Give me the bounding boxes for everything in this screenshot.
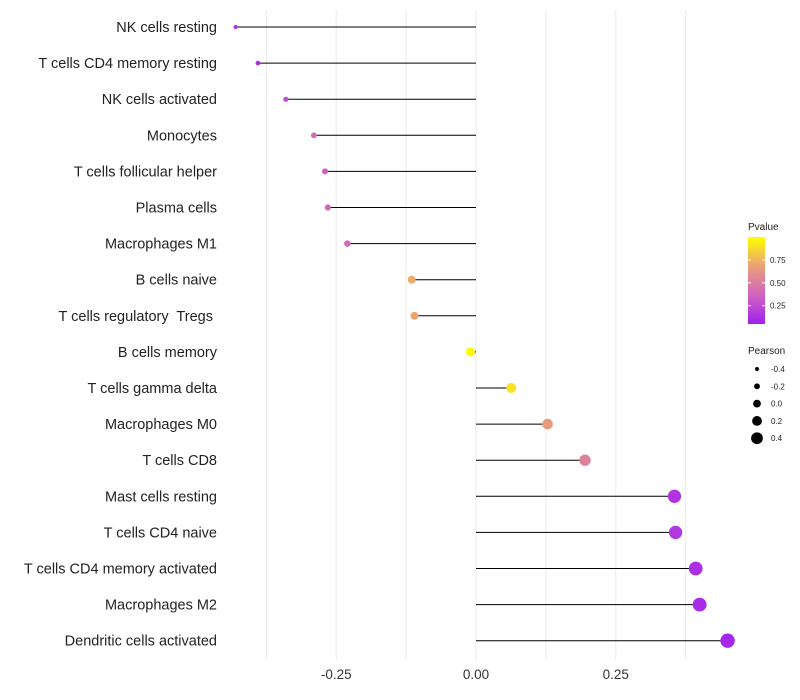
category-label: B cells naive (136, 273, 217, 289)
lollipop-point (692, 597, 707, 612)
lollipop-point (310, 132, 317, 139)
x-tick-label: 0.25 (603, 667, 629, 682)
pearson-legend-label: -0.2 (771, 382, 785, 391)
pearson-legend-key (752, 416, 762, 426)
pearson-legend-items: -0.4 -0.2 0.0 0.2 0.4 (751, 365, 785, 445)
pearson-legend-key (754, 383, 760, 390)
pearson-legend-label: 0.4 (771, 434, 783, 443)
category-label: Plasma cells (136, 201, 217, 217)
x-tick-label: -0.25 (321, 667, 352, 682)
pearson-legend-key (751, 432, 763, 445)
category-label: T cells CD4 memory activated (24, 562, 217, 578)
lollipop-point (283, 96, 289, 102)
pvalue-tick-label: 0.50 (770, 279, 786, 288)
lollipop-point (579, 454, 591, 466)
stem-layer (235, 26, 728, 642)
pearson-legend-label: 0.2 (771, 417, 783, 426)
category-label: Macrophages M0 (105, 417, 217, 433)
category-labels: NK cells resting T cells CD4 memory resti… (24, 20, 218, 650)
pvalue-legend: Pvalue 0.25 0.50 0.75 (748, 222, 786, 324)
category-label: Dendritic cells activated (65, 634, 217, 650)
category-label: T cells CD4 memory resting (38, 56, 217, 72)
category-label: B cells memory (118, 345, 218, 361)
pearson-legend-label: -0.4 (771, 365, 785, 374)
lollipop-point (688, 561, 703, 576)
pvalue-legend-title: Pvalue (748, 222, 779, 233)
grid-layer (265, 10, 687, 660)
lollipop-point (542, 418, 553, 430)
category-label: Macrophages M1 (105, 237, 217, 253)
category-label: NK cells activated (102, 92, 217, 108)
lollipop-point (410, 311, 419, 320)
category-label: T cells gamma delta (88, 381, 218, 397)
pearson-legend-label: 0.0 (771, 400, 783, 409)
lollipop-point (668, 525, 683, 540)
pearson-legend-title: Pearson (748, 346, 785, 357)
lollipop-point (667, 489, 682, 503)
category-label: T cells CD8 (142, 453, 217, 469)
x-tick-label: 0.00 (463, 667, 489, 682)
lollipop-point (506, 383, 517, 393)
lollipop-point (322, 168, 329, 175)
lollipop-point (233, 24, 238, 30)
pearson-legend-key (755, 367, 759, 371)
lollipop-point (255, 60, 261, 66)
pvalue-colorbar (748, 237, 765, 324)
pearson-legend-key (753, 399, 761, 408)
category-label: T cells follicular helper (74, 164, 217, 180)
category-label: Monocytes (147, 128, 217, 144)
lollipop-point (465, 347, 475, 357)
category-label: Mast cells resting (105, 489, 217, 505)
category-label: NK cells resting (116, 20, 217, 36)
lollipop-point (407, 275, 416, 284)
pvalue-legend-ticks: 0.25 0.50 0.75 (748, 256, 786, 311)
lollipop-point (720, 633, 735, 648)
pvalue-tick-label: 0.75 (770, 256, 786, 265)
pearson-legend: Pearson -0.4 -0.2 0.0 0.2 0.4 (748, 346, 785, 445)
lollipop-point (324, 204, 331, 211)
x-tick-labels: -0.25 0.00 0.25 (321, 667, 629, 682)
category-label: T cells CD4 naive (104, 525, 217, 541)
pvalue-tick-label: 0.25 (770, 302, 786, 311)
category-label: T cells regulatory Tregs (59, 309, 218, 325)
point-layer (233, 24, 735, 648)
category-label: Macrophages M2 (105, 598, 217, 614)
lollipop-point (344, 240, 351, 247)
